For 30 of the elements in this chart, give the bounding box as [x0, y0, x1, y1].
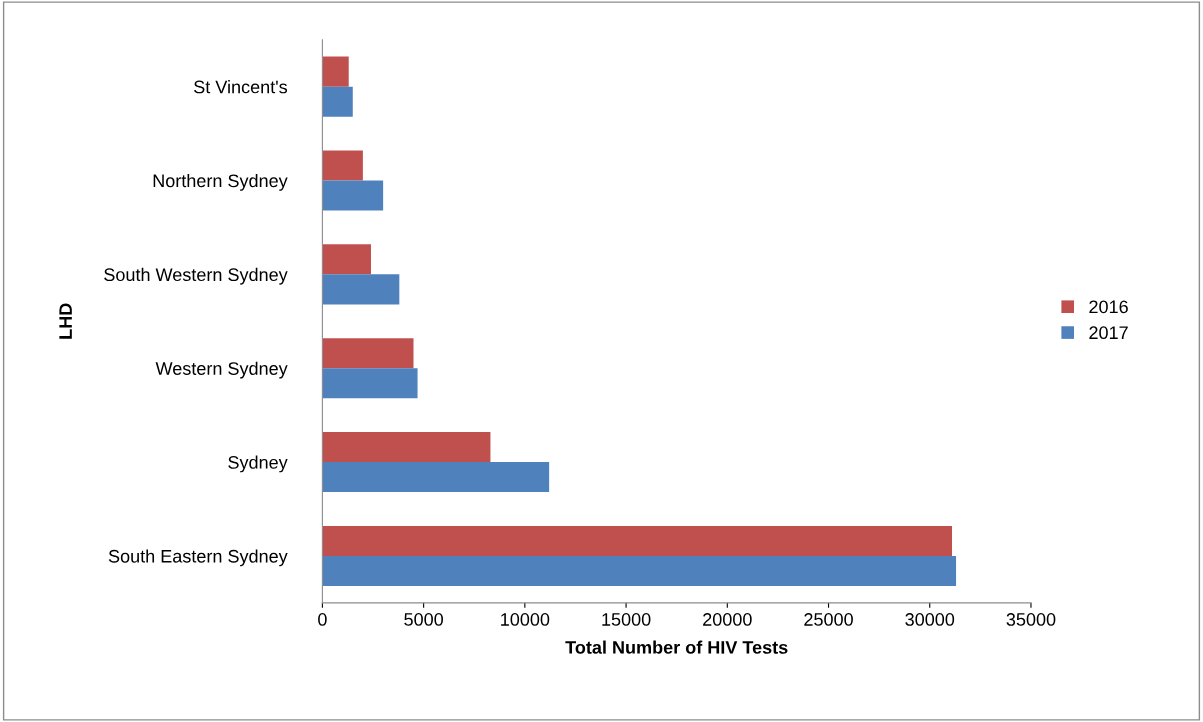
legend-label: 2016	[1089, 300, 1128, 314]
bar	[322, 244, 371, 275]
bar	[322, 462, 550, 493]
bar	[322, 180, 384, 211]
bar	[322, 338, 414, 369]
x-tick-label: 5000	[404, 613, 444, 626]
bar	[322, 368, 418, 399]
bar	[322, 432, 491, 463]
y-tick-label: St Vincent's	[194, 80, 288, 94]
x-tick-label: 35000	[1006, 613, 1056, 626]
y-tick-label: Western Sydney	[155, 361, 288, 379]
y-tick-label: Northern Sydney	[153, 173, 288, 191]
x-tick-label: 10000	[501, 613, 550, 626]
bar	[322, 274, 400, 305]
x-tick-label: 30000	[905, 613, 955, 626]
y-tick-label: South Western Sydney	[104, 267, 288, 285]
x-axis-title: Total Number of HIV Tests	[565, 640, 788, 654]
y-tick-label: Sydney	[228, 455, 288, 473]
bar	[322, 150, 363, 181]
x-tick-label: 20000	[703, 613, 752, 626]
y-axis-title: LHD	[59, 303, 72, 339]
x-tick-label: 25000	[804, 613, 853, 626]
x-tick-label: 0	[318, 613, 327, 626]
bar	[322, 555, 957, 586]
bar	[322, 56, 349, 87]
bar	[322, 86, 353, 117]
y-tick-label: South Eastern Sydney	[108, 549, 288, 567]
x-tick-label: 15000	[602, 613, 651, 626]
bar	[322, 525, 953, 556]
legend-label: 2017	[1089, 326, 1128, 340]
